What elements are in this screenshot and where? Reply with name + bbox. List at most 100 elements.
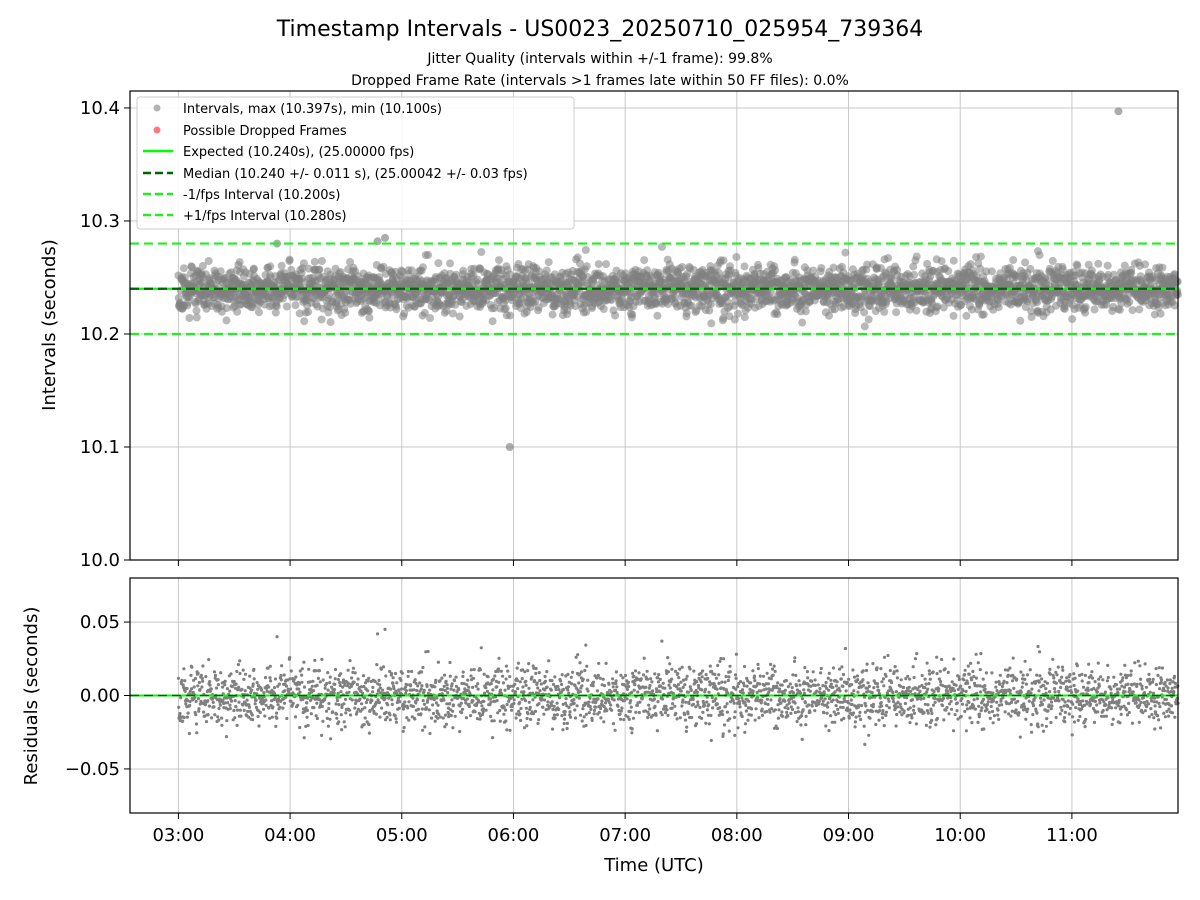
residual-point [499, 669, 503, 673]
residual-point [584, 712, 589, 716]
residual-point [673, 704, 677, 708]
residual-point [740, 688, 745, 692]
residual-point [375, 700, 379, 705]
residual-point [619, 709, 623, 713]
residual-point [580, 670, 584, 674]
residual-point [401, 707, 406, 711]
residual-point [461, 707, 465, 711]
residual-point [356, 707, 360, 711]
residual-point [752, 674, 757, 678]
residual-point [614, 681, 618, 686]
residual-point [220, 723, 224, 727]
residual-point [513, 682, 517, 686]
residual-point [646, 710, 650, 714]
residual-point [740, 714, 744, 719]
residual-point [442, 698, 446, 702]
interval-point [863, 260, 872, 269]
residual-point [208, 680, 212, 684]
residual-point [721, 713, 725, 717]
residual-point [491, 688, 495, 692]
interval-point [976, 264, 985, 273]
residual-point [263, 714, 267, 718]
residual-point [737, 682, 741, 686]
residual-point [522, 726, 527, 730]
residual-point [578, 661, 582, 665]
residual-point [551, 707, 555, 712]
residual-point [221, 699, 225, 703]
residual-point [714, 676, 719, 680]
residual-point [715, 687, 719, 691]
interval-point [880, 307, 889, 316]
residual-point [719, 656, 723, 661]
interval-point [272, 302, 281, 311]
residual-point [694, 705, 698, 709]
residual-point [328, 681, 332, 685]
residual-point [511, 689, 515, 693]
residual-point [518, 712, 522, 716]
residual-point [572, 701, 576, 705]
y-tick-label: 10.3 [80, 211, 120, 232]
residual-point [328, 717, 332, 721]
interval-point [1068, 315, 1077, 324]
residual-point [527, 662, 531, 666]
residual-point [576, 653, 580, 657]
residual-point [732, 715, 737, 720]
interval-point [982, 267, 991, 276]
residual-point [210, 697, 214, 701]
residual-point [309, 712, 313, 716]
residual-point [542, 712, 546, 716]
residual-point [753, 718, 757, 722]
residual-point [238, 659, 242, 663]
residual-point [394, 720, 398, 724]
residual-point [527, 700, 531, 704]
residual-point [462, 682, 466, 686]
residual-point [727, 675, 731, 679]
residual-point [684, 729, 689, 734]
residual-point [384, 674, 388, 678]
residual-point [584, 643, 588, 647]
residual-point [567, 680, 571, 684]
residual-point [588, 696, 592, 700]
residual-point [201, 679, 205, 683]
residual-point [622, 699, 627, 703]
interval-point [548, 310, 557, 319]
residual-point [332, 691, 336, 695]
residual-point [323, 697, 327, 701]
residual-point [335, 698, 339, 703]
residual-point [465, 697, 469, 701]
residual-point [391, 681, 395, 686]
residual-point [300, 680, 304, 684]
residual-point [488, 703, 492, 707]
residual-point [668, 686, 672, 690]
residual-point [566, 672, 570, 677]
interval-point [594, 260, 603, 269]
residual-point [721, 732, 725, 736]
residual-point [525, 724, 529, 728]
residual-point [452, 678, 457, 683]
residual-point [461, 674, 465, 679]
residual-point [449, 713, 453, 718]
residual-point [243, 672, 248, 676]
residual-point [196, 671, 200, 676]
residual-point [333, 677, 337, 681]
residual-point [480, 704, 484, 708]
residual-point [611, 722, 616, 726]
residual-point [355, 682, 359, 687]
residual-point [714, 697, 718, 701]
interval-point [310, 257, 319, 266]
interval-point [734, 309, 742, 318]
residual-point [362, 684, 366, 689]
residual-point [708, 664, 712, 668]
residual-point [495, 699, 499, 703]
residual-point [718, 659, 722, 664]
residual-point [335, 716, 339, 720]
residual-point [648, 684, 652, 688]
residual-point [630, 731, 634, 735]
residual-point [381, 688, 385, 692]
interval-point [1158, 263, 1167, 272]
interval-point [1128, 306, 1137, 315]
residual-point [228, 703, 232, 707]
residual-point [607, 700, 611, 705]
residual-point [386, 703, 390, 707]
residual-point [276, 684, 280, 688]
